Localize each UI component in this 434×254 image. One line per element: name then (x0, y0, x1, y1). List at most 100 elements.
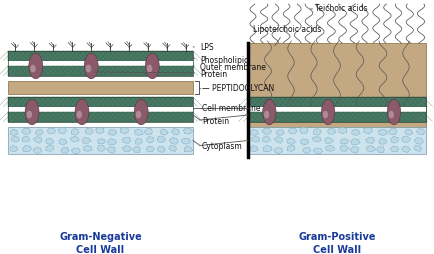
Polygon shape (352, 130, 360, 136)
Polygon shape (10, 146, 17, 152)
Polygon shape (390, 147, 399, 152)
Text: Cytoplasm: Cytoplasm (202, 141, 243, 150)
Polygon shape (300, 139, 309, 146)
Bar (8, 52, 193, 76)
Ellipse shape (29, 54, 43, 80)
Polygon shape (35, 130, 43, 136)
Polygon shape (146, 147, 155, 152)
Polygon shape (82, 138, 91, 144)
Bar (248, 128, 426, 154)
Polygon shape (108, 130, 117, 136)
Polygon shape (23, 146, 31, 152)
Text: Outer membrane: Outer membrane (193, 62, 266, 71)
Polygon shape (262, 129, 272, 135)
Polygon shape (59, 139, 67, 146)
Ellipse shape (134, 100, 148, 125)
Polygon shape (391, 137, 398, 144)
Polygon shape (46, 138, 54, 145)
Polygon shape (327, 129, 336, 135)
Text: Protein: Protein (202, 116, 229, 125)
Ellipse shape (136, 111, 141, 119)
Polygon shape (46, 146, 53, 152)
Text: LPS: LPS (193, 42, 214, 51)
Polygon shape (252, 137, 260, 142)
Polygon shape (120, 128, 128, 134)
Polygon shape (287, 138, 295, 145)
Text: Phospholipid: Phospholipid (193, 55, 249, 64)
Polygon shape (22, 129, 31, 135)
Ellipse shape (145, 54, 159, 80)
Polygon shape (33, 148, 41, 154)
Polygon shape (378, 130, 387, 136)
Text: Gram-Negative
Cell Wall: Gram-Negative Cell Wall (59, 231, 142, 254)
Ellipse shape (263, 100, 276, 125)
Polygon shape (61, 148, 69, 153)
Polygon shape (313, 129, 321, 136)
Polygon shape (135, 139, 143, 145)
Polygon shape (274, 148, 283, 154)
Polygon shape (160, 129, 168, 136)
Polygon shape (85, 129, 93, 135)
Ellipse shape (388, 111, 394, 119)
Polygon shape (312, 137, 321, 142)
Polygon shape (171, 129, 180, 135)
Bar (248, 44, 426, 128)
Polygon shape (134, 130, 143, 136)
Polygon shape (144, 129, 152, 135)
Polygon shape (414, 138, 424, 145)
Polygon shape (147, 137, 154, 144)
Polygon shape (157, 147, 165, 153)
Polygon shape (97, 146, 105, 152)
Bar (8, 98, 193, 107)
Bar (8, 82, 193, 95)
Polygon shape (122, 146, 132, 152)
Polygon shape (108, 139, 117, 145)
Bar (248, 113, 426, 122)
Polygon shape (377, 147, 385, 153)
Bar (8, 61, 193, 67)
Polygon shape (340, 146, 349, 152)
Polygon shape (71, 129, 79, 136)
Polygon shape (183, 128, 193, 134)
Bar (8, 52, 193, 61)
Text: Gram-Positive
Cell Wall: Gram-Positive Cell Wall (298, 231, 376, 254)
Polygon shape (287, 146, 295, 152)
Polygon shape (404, 129, 413, 136)
Polygon shape (401, 147, 410, 153)
Bar (8, 67, 193, 76)
Polygon shape (47, 128, 56, 134)
Polygon shape (98, 139, 105, 145)
Polygon shape (83, 146, 92, 152)
Polygon shape (299, 128, 308, 134)
Polygon shape (181, 139, 191, 145)
Ellipse shape (387, 100, 401, 125)
Polygon shape (12, 137, 19, 142)
Polygon shape (326, 146, 335, 152)
Bar (8, 107, 193, 113)
Polygon shape (313, 148, 322, 154)
Polygon shape (133, 147, 140, 153)
Polygon shape (70, 137, 79, 142)
Polygon shape (364, 128, 372, 134)
Polygon shape (184, 146, 193, 152)
Polygon shape (414, 146, 422, 152)
Text: Lipoteichoic acids: Lipoteichoic acids (253, 24, 321, 46)
Polygon shape (23, 136, 30, 142)
Ellipse shape (147, 66, 152, 73)
Ellipse shape (26, 111, 32, 119)
Polygon shape (58, 128, 66, 134)
Ellipse shape (75, 100, 89, 125)
Polygon shape (107, 147, 115, 154)
Polygon shape (340, 139, 349, 145)
Polygon shape (325, 138, 333, 144)
Bar (248, 98, 426, 122)
Polygon shape (263, 146, 272, 152)
Polygon shape (169, 146, 177, 152)
Bar (8, 128, 193, 154)
Ellipse shape (76, 111, 82, 119)
Ellipse shape (264, 111, 270, 119)
Ellipse shape (85, 66, 91, 73)
Polygon shape (302, 148, 311, 153)
Polygon shape (122, 138, 131, 144)
Polygon shape (157, 137, 166, 143)
